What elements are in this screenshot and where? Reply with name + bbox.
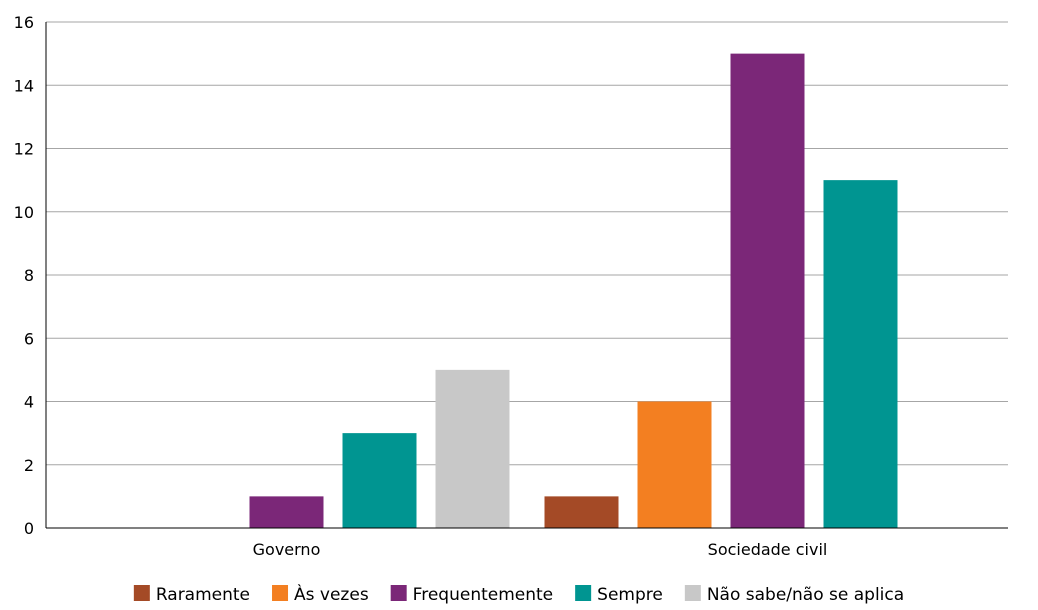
y-tick-label: 10 xyxy=(14,203,34,222)
legend-item: Frequentemente xyxy=(390,585,553,605)
y-tick-label: 6 xyxy=(24,329,34,348)
legend-swatch xyxy=(575,585,592,601)
gridlines xyxy=(45,21,1008,528)
legend-swatch xyxy=(272,585,289,601)
legend-item: Sempre xyxy=(575,585,663,605)
y-tick-label: 16 xyxy=(14,13,34,32)
legend-label: Raramente xyxy=(156,585,250,605)
bar-sociedade-civil-1 xyxy=(544,496,619,528)
bar-sociedade-civil-4 xyxy=(823,180,898,528)
legend-item: Não sabe/não se aplica xyxy=(684,585,904,605)
bar-governo-4 xyxy=(342,433,417,528)
bar-governo-3 xyxy=(249,496,324,528)
bar-governo-5 xyxy=(435,369,510,528)
legend-item: Às vezes xyxy=(272,583,369,605)
bars xyxy=(249,53,898,528)
legend-label: Sempre xyxy=(597,585,663,605)
legend-swatch xyxy=(133,585,150,601)
legend-swatch xyxy=(684,585,701,601)
x-category-label: Governo xyxy=(253,540,321,559)
legend-swatch xyxy=(390,585,407,601)
bar-sociedade-civil-2 xyxy=(637,401,712,528)
legend-label: Não sabe/não se aplica xyxy=(707,585,904,605)
y-tick-label: 8 xyxy=(24,266,34,285)
legend-label: Às vezes xyxy=(294,583,369,605)
x-category-label: Sociedade civil xyxy=(708,540,828,559)
legend-item: Raramente xyxy=(133,585,250,605)
y-axis-ticks: 0 2 4 6 8 10 12 14 16 xyxy=(14,13,34,538)
legend-label: Frequentemente xyxy=(413,585,553,605)
y-tick-label: 2 xyxy=(24,456,34,475)
bar-sociedade-civil-3 xyxy=(730,53,805,528)
y-tick-label: 12 xyxy=(14,140,34,159)
y-tick-label: 0 xyxy=(24,519,34,538)
y-tick-label: 4 xyxy=(24,393,34,412)
x-axis-labels: Governo Sociedade civil xyxy=(253,540,828,559)
y-tick-label: 14 xyxy=(14,76,34,95)
legend: Raramente Às vezes Frequentemente Sempre Não… xyxy=(133,583,904,605)
